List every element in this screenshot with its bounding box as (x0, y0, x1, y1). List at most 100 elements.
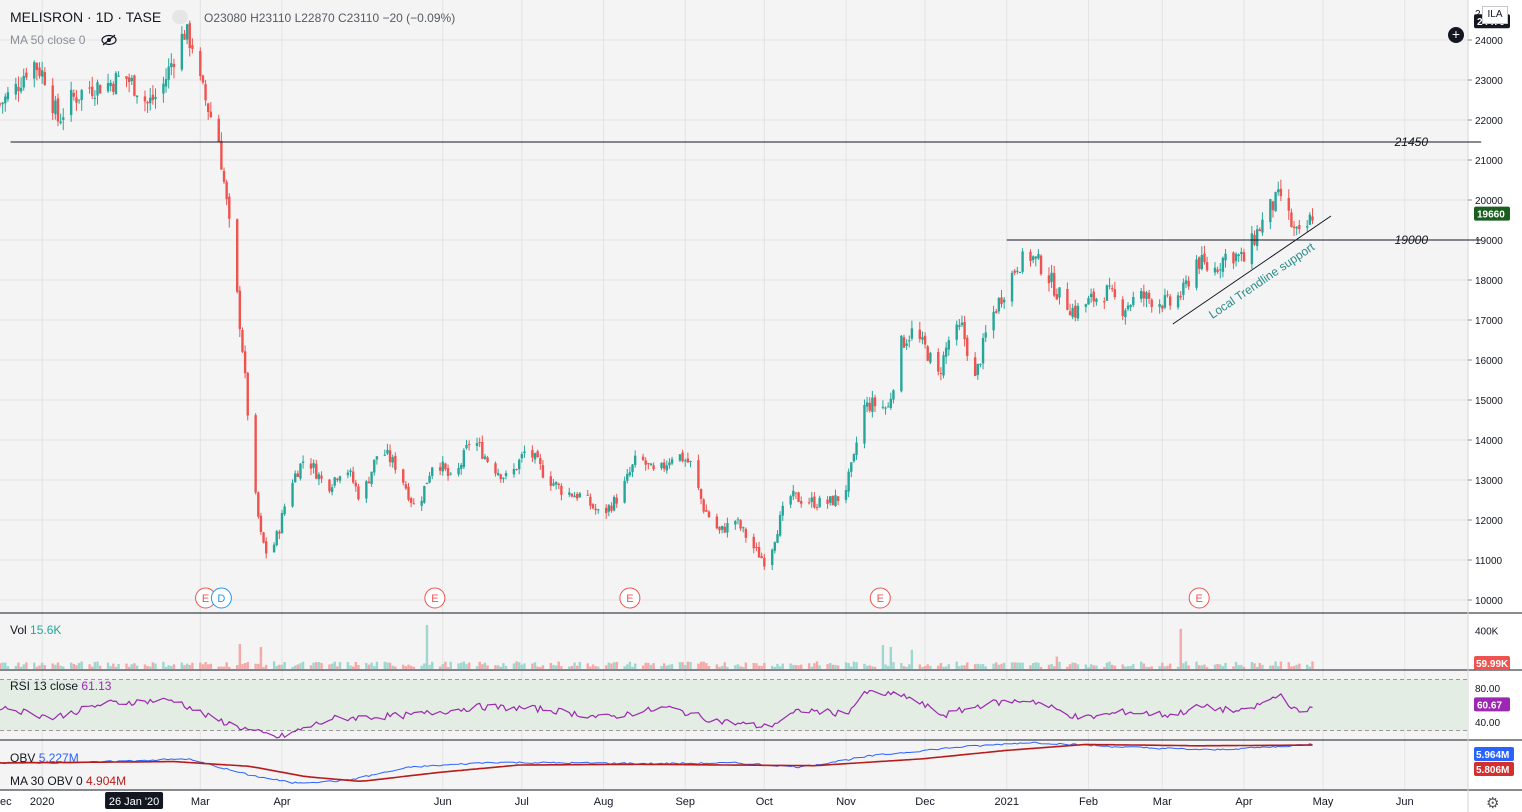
candle-body (1126, 305, 1130, 310)
candle-body (736, 519, 740, 521)
candle-body (792, 490, 795, 497)
volume-bar (375, 661, 379, 669)
add-plus-icon[interactable]: + (1448, 27, 1464, 43)
candle-body (143, 96, 147, 102)
volume-bar (246, 662, 249, 669)
candle-body (154, 96, 157, 99)
candle-body (723, 526, 726, 533)
candle-body (752, 536, 755, 549)
price-tick-label: 19000 (1475, 236, 1503, 247)
candle-body (697, 460, 700, 488)
volume-bar (705, 663, 708, 669)
candle-body (425, 482, 429, 485)
volume-bar (1269, 665, 1272, 669)
currency-badge[interactable]: ILA (1482, 6, 1508, 24)
obv-badge-label: 5.806M (1476, 765, 1509, 776)
candle-body (1258, 229, 1261, 232)
volume-bar (923, 666, 927, 669)
candle-body (69, 89, 73, 116)
candle-body (568, 492, 571, 495)
candle-body (884, 407, 887, 409)
volume-bar (886, 666, 890, 669)
volume-bar (539, 667, 542, 669)
symbol-title[interactable]: MELISRON · 1D · TASE (10, 9, 162, 25)
ohlc-readout: O23080 H23110 L22870 C23110 −20 (−0.09%) (204, 11, 456, 25)
volume-bar (114, 666, 118, 669)
candle-body (338, 476, 342, 481)
x-tick-label: 2021 (995, 796, 1019, 808)
candle-body (1076, 305, 1080, 319)
candle-body (220, 140, 223, 170)
ma-indicator-label[interactable]: MA 50 close 0 (10, 33, 86, 47)
volume-bar (1250, 661, 1254, 669)
candle-body (199, 51, 202, 77)
candle-body (375, 456, 379, 460)
volume-bar (283, 661, 286, 669)
candle-body (997, 297, 1001, 312)
candle-body (1142, 291, 1146, 299)
volume-bar (80, 661, 83, 669)
candle-body (1029, 251, 1032, 261)
candle-body (937, 352, 940, 372)
volume-bar (69, 662, 73, 669)
candle-body (810, 497, 813, 503)
volume-bar (1203, 664, 1206, 669)
volume-bar (552, 664, 555, 669)
price-tick-label: 21000 (1475, 156, 1503, 167)
candle-body (1058, 287, 1061, 298)
ma-obv-indicator[interactable]: MA 30 OBV 0 4.904M (10, 774, 127, 788)
volume-bar (1224, 662, 1227, 669)
candle-body (280, 512, 284, 534)
volume-bar (1050, 664, 1053, 669)
candle-body (19, 87, 23, 92)
volume-bar (402, 664, 405, 669)
candle-body (496, 473, 500, 476)
volume-bar (736, 664, 740, 669)
candle-body (275, 531, 278, 546)
candle-body (773, 542, 777, 551)
candle-body (1039, 255, 1043, 275)
settings-gear-icon[interactable]: ⚙ (1486, 795, 1500, 812)
volume-bar (742, 667, 745, 669)
volume-bar (813, 663, 816, 669)
volume-bar (549, 663, 553, 669)
volume-bar (541, 665, 545, 669)
volume-indicator[interactable]: Vol 15.6K (10, 623, 62, 637)
volume-bar (494, 665, 497, 669)
volume-bar (697, 663, 700, 669)
candle-body (1292, 226, 1296, 228)
hide-eye-icon[interactable] (100, 33, 118, 47)
volume-bar (1258, 662, 1261, 669)
candle-body (467, 444, 471, 446)
candle-body (296, 473, 300, 477)
volume-bar (850, 666, 853, 669)
candle-body (17, 86, 20, 92)
candle-body (1092, 291, 1095, 302)
rsi-indicator[interactable]: RSI 13 close 61.13 (10, 679, 112, 693)
obv-indicator[interactable]: OBV 5.227M (10, 751, 79, 765)
candle-body (850, 462, 853, 472)
volume-bar (151, 662, 155, 669)
volume-bar (235, 664, 239, 669)
candle-body (836, 496, 840, 501)
volume-bar (1195, 661, 1198, 669)
candle-body (1261, 219, 1264, 233)
more-options-button[interactable] (172, 10, 188, 24)
candle-body (742, 527, 745, 529)
x-tick-label: Mar (1153, 796, 1172, 808)
candle-body (483, 456, 487, 459)
volume-bar (1200, 665, 1204, 669)
volume-bar (338, 662, 342, 669)
candle-body (478, 442, 481, 444)
candle-body (1105, 285, 1109, 301)
plot-background (0, 0, 1468, 790)
candle-body (947, 340, 950, 350)
candle-body (757, 547, 761, 558)
volume-bar (1, 662, 4, 669)
candle-body (1279, 188, 1283, 197)
volume-bar (963, 665, 966, 669)
volume-bar (1053, 666, 1056, 669)
candle-body (1010, 272, 1014, 302)
volume-bar (1124, 666, 1127, 669)
